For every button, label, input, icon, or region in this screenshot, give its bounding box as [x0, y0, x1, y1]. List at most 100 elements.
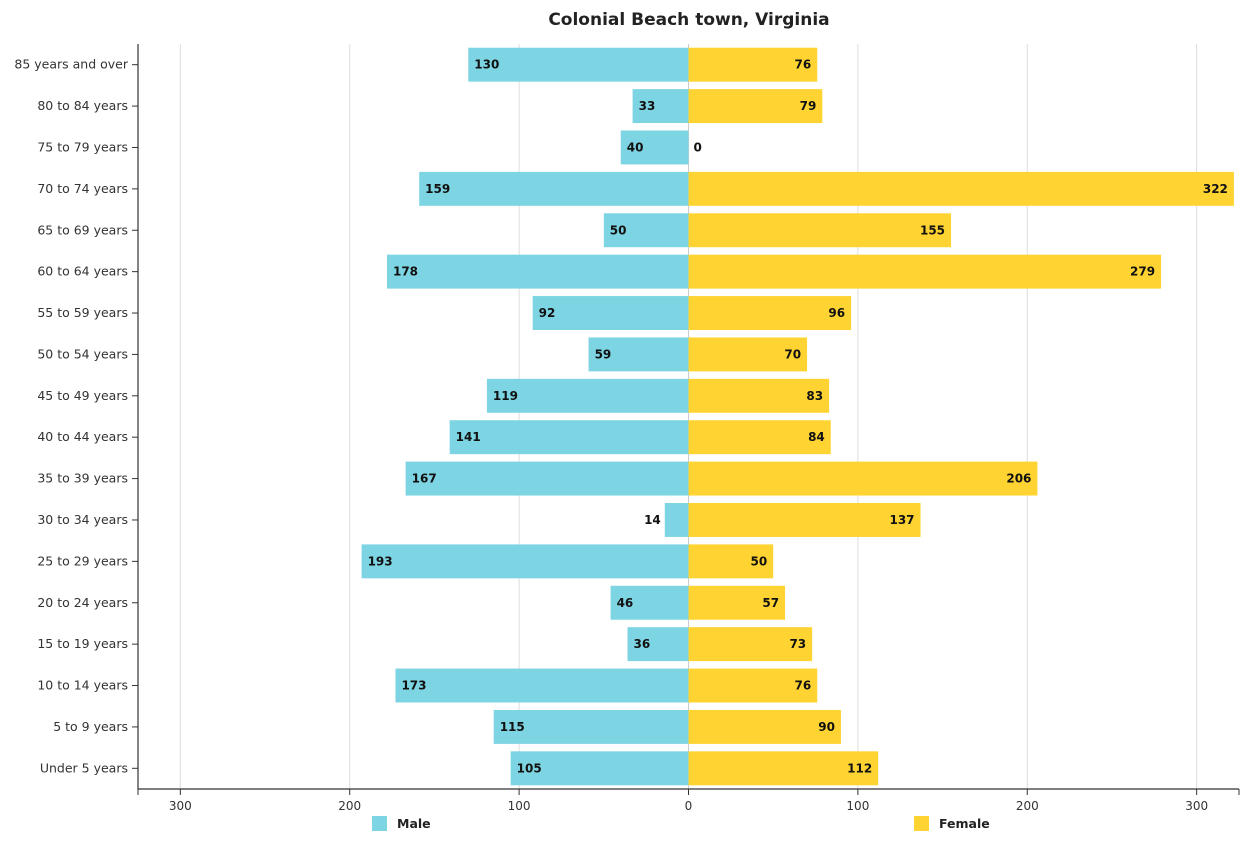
bar-male — [405, 461, 689, 496]
category-label: 75 to 79 years — [37, 139, 128, 154]
category-label: 30 to 34 years — [37, 512, 128, 527]
bar-male — [493, 709, 689, 744]
value-label-female: 137 — [889, 513, 914, 527]
value-label-male: 115 — [500, 720, 525, 734]
bar-male — [610, 585, 689, 620]
bar-male — [386, 254, 689, 289]
value-label-male: 130 — [474, 58, 499, 72]
value-label-male: 141 — [456, 430, 481, 444]
legend-label-female: Female — [939, 816, 990, 831]
bar-female — [688, 461, 1038, 496]
bar-female — [688, 585, 786, 620]
bar-male — [632, 89, 689, 124]
value-label-male: 46 — [617, 596, 634, 610]
y-axis: 85 years and over 80 to 84 years 75 to 79 … — [14, 44, 139, 789]
bar-male — [627, 627, 689, 662]
bars — [361, 47, 1234, 786]
value-label-male: 178 — [393, 265, 418, 279]
category-label: 45 to 49 years — [37, 388, 128, 403]
category-label: 65 to 69 years — [37, 222, 128, 237]
value-labels: 130 76 33 79 40 0 159 322 50 155 178 279 92 96 59 70 119… — [368, 58, 1228, 776]
bar-male — [395, 668, 689, 703]
category-label: 5 to 9 years — [53, 719, 128, 734]
bar-female — [688, 171, 1234, 206]
value-label-male: 14 — [644, 513, 661, 527]
value-label-female: 322 — [1203, 182, 1228, 196]
value-label-female: 76 — [795, 58, 812, 72]
category-label: 20 to 24 years — [37, 595, 128, 610]
legend-swatch-male — [372, 816, 387, 831]
x-tick-label: 300 — [169, 799, 192, 813]
x-tick-label: 300 — [1185, 799, 1208, 813]
bar-female — [688, 296, 852, 330]
x-axis: 300 200 100 0 100 200 300 — [137, 788, 1240, 813]
value-label-female: 112 — [847, 761, 872, 775]
grid-lines — [179, 44, 1198, 789]
bar-male — [510, 751, 689, 786]
category-label: 55 to 59 years — [37, 305, 128, 320]
value-label-female: 206 — [1006, 472, 1031, 486]
value-label-female: 50 — [750, 554, 767, 568]
category-label: 60 to 64 years — [37, 264, 128, 279]
value-label-male: 59 — [595, 347, 612, 361]
bar-female — [688, 668, 818, 703]
bar-female — [688, 337, 808, 372]
category-label: 70 to 74 years — [37, 181, 128, 196]
bar-female — [688, 378, 830, 413]
bar-male — [468, 47, 689, 82]
value-label-female: 70 — [784, 347, 801, 361]
category-label: 40 to 44 years — [37, 429, 128, 444]
bar-female — [688, 420, 831, 455]
bar-female — [688, 89, 823, 124]
bar-female — [688, 709, 841, 744]
category-label: Under 5 years — [40, 760, 128, 775]
legend-label-male: Male — [397, 816, 431, 831]
category-label: 15 to 19 years — [37, 636, 128, 651]
category-label: 50 to 54 years — [37, 346, 128, 361]
value-label-male: 119 — [493, 389, 518, 403]
x-tick-label: 0 — [685, 799, 693, 813]
category-label: 25 to 29 years — [37, 553, 128, 568]
bar-male — [486, 378, 689, 413]
value-label-female: 90 — [818, 720, 835, 734]
value-label-female: 76 — [795, 679, 812, 693]
category-label: 35 to 39 years — [37, 471, 128, 486]
value-label-female: 279 — [1130, 265, 1155, 279]
chart-title: Colonial Beach town, Virginia — [548, 10, 829, 30]
bar-male — [419, 171, 689, 206]
bar-male — [361, 544, 689, 579]
category-label: 80 to 84 years — [37, 98, 128, 113]
bar-female — [688, 213, 952, 248]
value-label-male: 167 — [412, 472, 437, 486]
category-label: 10 to 14 years — [37, 678, 128, 693]
x-tick-label: 100 — [508, 799, 531, 813]
value-label-female: 73 — [789, 637, 806, 651]
value-label-female: 83 — [806, 389, 823, 403]
category-label: 85 years and over — [14, 57, 128, 72]
bar-male — [588, 337, 689, 372]
bar-female — [688, 254, 1162, 289]
bar-male — [620, 130, 689, 165]
x-tick-label: 100 — [846, 799, 869, 813]
value-label-male: 105 — [517, 761, 542, 775]
x-tick-label: 200 — [1016, 799, 1039, 813]
value-label-female: 155 — [920, 223, 945, 237]
value-label-female: 57 — [762, 596, 779, 610]
value-label-male: 159 — [425, 182, 450, 196]
value-label-male: 173 — [401, 679, 426, 693]
value-label-female: 96 — [828, 306, 845, 320]
value-label-male: 193 — [368, 554, 393, 568]
bar-male — [603, 213, 689, 248]
value-label-male: 92 — [539, 306, 556, 320]
value-label-male: 50 — [610, 223, 627, 237]
bar-female — [688, 544, 774, 579]
legend-swatch-female — [914, 816, 929, 831]
value-label-male: 36 — [634, 637, 651, 651]
bar-female — [688, 751, 879, 786]
bar-female — [688, 503, 921, 537]
legend: Male Female — [372, 816, 990, 831]
bar-male — [532, 296, 689, 330]
value-label-male: 40 — [627, 140, 644, 154]
